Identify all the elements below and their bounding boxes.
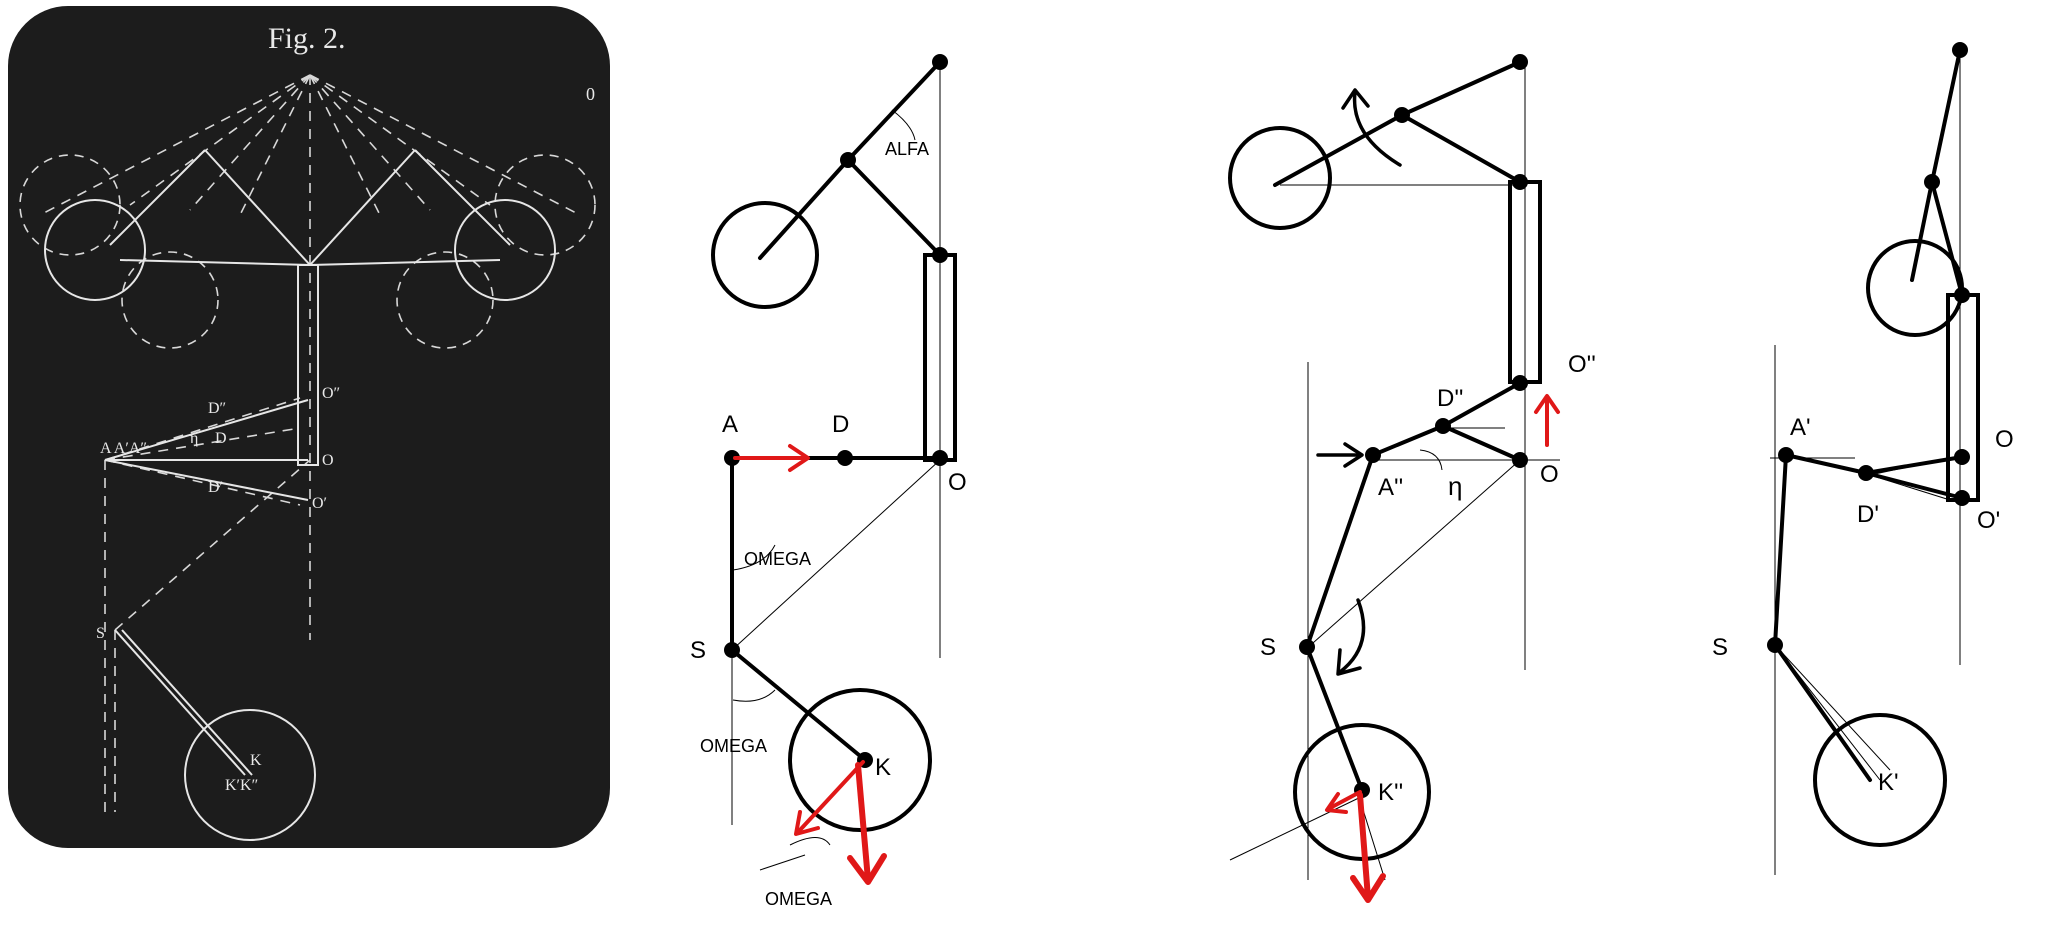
p2-label-a: A bbox=[722, 411, 738, 438]
p4-label-o: O bbox=[1995, 426, 2014, 453]
p3-label-d2: D'' bbox=[1437, 385, 1464, 412]
p2-label-k: K bbox=[875, 754, 891, 781]
plate-background bbox=[8, 6, 610, 848]
p2-label-omega-1: OMEGA bbox=[744, 549, 811, 569]
p4-wheel-bottom bbox=[1813, 713, 1947, 847]
plate-wheel-bottom bbox=[184, 709, 316, 841]
p3-wheel-top bbox=[1228, 126, 1332, 230]
p3-skeleton bbox=[1273, 60, 1542, 792]
diagram-panel-2: ALFA A D O OMEGA S OMEGA K OMEGA bbox=[690, 54, 967, 909]
plate-label-s: S bbox=[96, 625, 105, 642]
p3-red-arrows bbox=[1325, 394, 1560, 903]
p2-label-d: D bbox=[832, 411, 849, 438]
p3-label-o: O bbox=[1540, 461, 1559, 488]
plate-label-k: K bbox=[250, 752, 262, 769]
p2-wheel-bottom bbox=[788, 688, 932, 832]
diagram-panel-3: O'' D'' A'' η O S K'' bbox=[1228, 54, 1596, 903]
p3-label-a2: A'' bbox=[1378, 474, 1403, 501]
plate-label-d1: D′ bbox=[208, 479, 223, 496]
plate-label-o2: O″ bbox=[322, 385, 340, 402]
p4-label-d1: D' bbox=[1857, 501, 1879, 528]
plate-wheel-right bbox=[454, 199, 556, 301]
plate-label-d: D bbox=[215, 430, 227, 447]
plate-label-d2: D″ bbox=[208, 400, 226, 417]
plate-title: Fig. 2. bbox=[268, 22, 346, 55]
p2-labels: ALFA A D O OMEGA S OMEGA K OMEGA bbox=[690, 139, 967, 909]
p2-label-s: S bbox=[690, 637, 706, 664]
plate-solid-lines bbox=[104, 149, 511, 776]
p2-label-omega-2: OMEGA bbox=[700, 736, 767, 756]
p2-red-arrows bbox=[733, 444, 887, 885]
plate-label-aaa: A A′A″ bbox=[100, 440, 147, 457]
p3-label-k2: K'' bbox=[1378, 779, 1403, 806]
p2-label-o: O bbox=[948, 469, 967, 496]
p3-labels: O'' D'' A'' η O S K'' bbox=[1260, 351, 1596, 806]
plate-wheel-left bbox=[44, 199, 146, 301]
p3-construction-lines bbox=[1229, 60, 1560, 881]
p4-construction-lines bbox=[1770, 45, 1961, 875]
p4-labels: A' O D' O' S K' bbox=[1712, 414, 2014, 796]
p2-label-alfa: ALFA bbox=[885, 139, 929, 159]
plate-label-eta: η bbox=[190, 430, 198, 447]
plate-label-o1: O′ bbox=[312, 495, 327, 512]
p3-label-s: S bbox=[1260, 634, 1276, 661]
p2-label-omega-3: OMEGA bbox=[765, 889, 832, 909]
plate-label-kk: K′K″ bbox=[225, 777, 258, 794]
p4-label-a1: A' bbox=[1790, 414, 1811, 441]
p4-label-s: S bbox=[1712, 634, 1728, 661]
p2-construction-lines bbox=[731, 60, 941, 871]
p4-label-k1: K' bbox=[1878, 769, 1899, 796]
p2-joints bbox=[724, 54, 948, 768]
p3-rotation-arrows bbox=[1316, 88, 1402, 676]
p3-label-eta: η bbox=[1448, 471, 1462, 501]
plate-label-o: O bbox=[322, 452, 334, 469]
p2-skeleton bbox=[730, 60, 957, 762]
plate-corner-mark: 0 bbox=[586, 84, 595, 104]
p4-joints bbox=[1767, 42, 1970, 653]
plate-dashed-circles bbox=[19, 154, 596, 349]
p3-label-o2: O'' bbox=[1568, 351, 1596, 378]
plate-dashed-fan bbox=[39, 74, 581, 812]
p4-wheel-top bbox=[1866, 239, 1964, 337]
p4-label-o1: O' bbox=[1977, 507, 2000, 534]
historical-plate: Fig. 2. 0 bbox=[8, 6, 610, 848]
plate-labels: O″ A A′A″ D″ η D O D′ O′ S K K′K″ bbox=[96, 385, 340, 794]
diagram-panel-4: A' O D' O' S K' bbox=[1712, 42, 2014, 875]
p2-wheel-top bbox=[711, 201, 819, 309]
